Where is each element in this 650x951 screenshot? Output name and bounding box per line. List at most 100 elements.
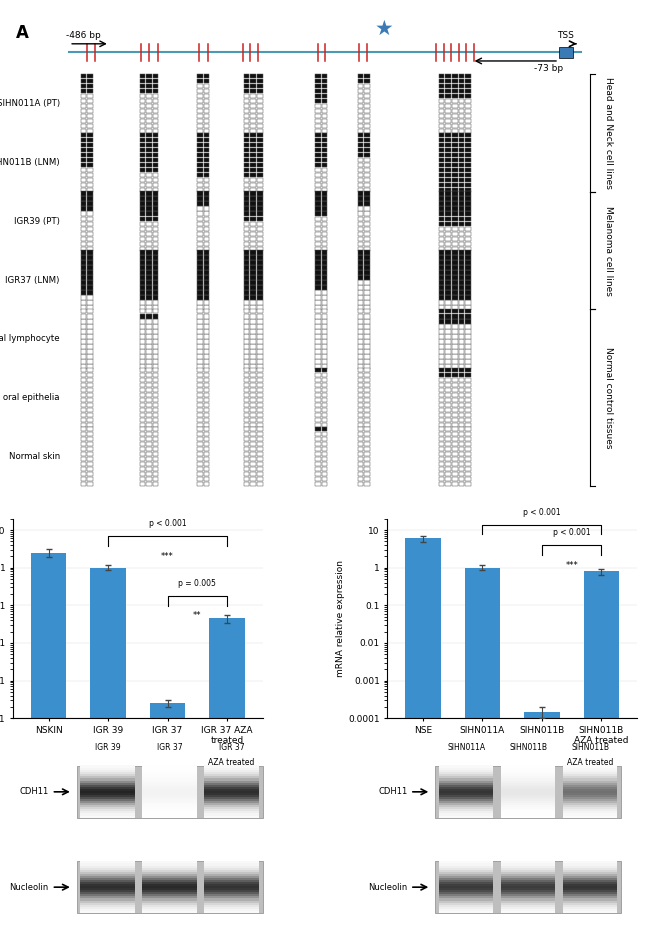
Bar xyxy=(257,472,263,476)
Bar xyxy=(445,79,451,83)
Bar xyxy=(322,340,328,343)
Bar xyxy=(146,340,152,343)
Bar xyxy=(322,296,328,300)
Bar xyxy=(439,778,493,781)
Bar xyxy=(445,231,451,236)
Bar xyxy=(445,462,451,466)
Bar xyxy=(87,163,93,166)
Bar xyxy=(358,265,363,269)
Bar xyxy=(87,222,93,225)
Bar xyxy=(465,432,471,437)
Bar xyxy=(81,99,86,103)
Bar xyxy=(465,158,471,162)
Bar xyxy=(563,880,618,882)
Bar xyxy=(146,242,152,245)
Bar xyxy=(250,276,256,280)
Bar xyxy=(140,462,145,466)
Bar xyxy=(198,84,203,87)
Text: SIHN011A (PT): SIHN011A (PT) xyxy=(0,99,60,107)
Bar xyxy=(501,898,555,901)
Bar xyxy=(250,265,256,269)
Bar xyxy=(250,138,256,142)
Bar xyxy=(81,771,135,774)
Bar xyxy=(81,786,135,788)
Bar xyxy=(364,124,370,128)
Bar xyxy=(204,418,209,422)
Bar xyxy=(146,452,152,456)
Bar xyxy=(87,178,93,182)
Bar xyxy=(81,871,135,874)
Y-axis label: mRNA relative expression: mRNA relative expression xyxy=(336,560,345,677)
Bar xyxy=(198,124,203,128)
Text: Normal lymphocyte: Normal lymphocyte xyxy=(0,335,60,343)
Bar xyxy=(146,114,152,118)
Bar xyxy=(146,437,152,441)
Bar xyxy=(257,143,263,146)
Bar xyxy=(445,158,451,162)
Bar xyxy=(439,786,493,788)
Bar xyxy=(465,246,471,251)
Bar xyxy=(257,128,263,133)
Bar xyxy=(501,815,555,818)
Bar xyxy=(322,104,328,107)
Bar xyxy=(142,799,197,801)
Bar xyxy=(501,805,555,807)
Bar xyxy=(204,246,209,251)
Bar xyxy=(81,427,86,432)
Bar xyxy=(358,261,363,264)
Bar xyxy=(250,211,256,216)
Bar xyxy=(445,124,451,128)
Bar xyxy=(465,276,471,280)
Bar xyxy=(445,393,451,398)
Bar xyxy=(315,414,320,417)
Bar xyxy=(198,217,203,221)
Bar xyxy=(465,290,471,295)
Bar xyxy=(452,163,458,166)
Bar xyxy=(358,231,363,236)
Bar xyxy=(153,242,159,245)
Bar xyxy=(244,270,250,275)
Bar xyxy=(81,344,86,348)
Bar xyxy=(459,442,464,446)
Bar xyxy=(439,231,445,236)
Bar xyxy=(146,265,152,269)
Bar xyxy=(140,418,145,422)
Bar xyxy=(459,104,464,107)
Bar xyxy=(563,867,618,869)
Bar xyxy=(140,349,145,354)
Bar xyxy=(364,349,370,354)
Bar xyxy=(459,432,464,437)
Bar xyxy=(322,290,328,295)
Bar xyxy=(439,222,445,225)
Bar xyxy=(153,423,159,427)
Bar xyxy=(198,437,203,441)
Bar xyxy=(87,427,93,432)
Bar xyxy=(198,138,203,142)
Text: SIHN011A: SIHN011A xyxy=(447,743,486,752)
Bar xyxy=(322,467,328,472)
Bar xyxy=(140,432,145,437)
Bar xyxy=(250,94,256,98)
Bar xyxy=(364,383,370,387)
Bar xyxy=(153,285,159,290)
Bar xyxy=(204,173,209,177)
Bar xyxy=(563,861,618,864)
Bar xyxy=(364,359,370,363)
Bar xyxy=(465,442,471,446)
Bar xyxy=(563,815,618,818)
Bar xyxy=(501,885,555,888)
Bar xyxy=(315,270,320,275)
Bar xyxy=(563,771,618,774)
Bar xyxy=(87,191,93,196)
Bar xyxy=(257,309,263,314)
Bar xyxy=(81,265,86,269)
Bar xyxy=(198,178,203,182)
Bar xyxy=(445,242,451,245)
Bar xyxy=(142,883,197,886)
Bar xyxy=(364,314,370,319)
Bar xyxy=(358,442,363,446)
Bar xyxy=(315,256,320,260)
Bar xyxy=(364,442,370,446)
Bar xyxy=(142,766,197,768)
Bar xyxy=(452,250,458,255)
